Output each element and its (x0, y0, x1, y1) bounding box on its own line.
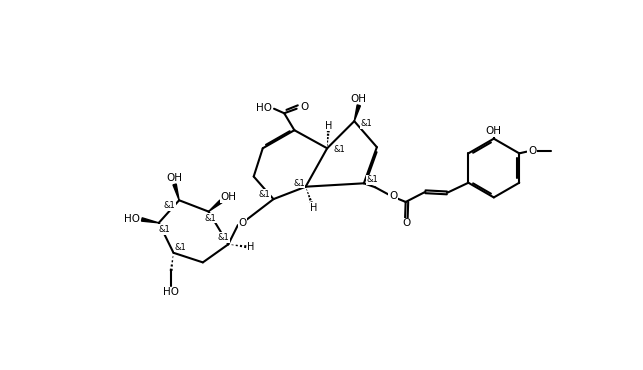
Text: &1: &1 (218, 233, 230, 242)
Text: O: O (239, 218, 246, 228)
Text: OH: OH (167, 173, 183, 183)
Text: O: O (389, 191, 397, 201)
Text: HO: HO (123, 215, 140, 225)
Polygon shape (173, 184, 179, 200)
Text: O: O (528, 146, 536, 156)
Text: &1: &1 (174, 243, 186, 252)
Text: H: H (247, 242, 255, 252)
Text: &1: &1 (334, 145, 345, 154)
Text: OH: OH (486, 126, 502, 136)
Text: &1: &1 (205, 214, 217, 223)
Text: H: H (325, 121, 332, 131)
Text: &1: &1 (159, 225, 170, 234)
Text: &1: &1 (163, 201, 175, 211)
Text: OH: OH (221, 192, 236, 202)
Text: HO: HO (163, 287, 179, 297)
Text: &1: &1 (367, 175, 378, 184)
Text: &1: &1 (361, 120, 372, 128)
Text: OH: OH (351, 94, 367, 104)
Text: HO: HO (256, 102, 272, 112)
Polygon shape (208, 200, 222, 212)
Polygon shape (354, 105, 361, 121)
Text: O: O (300, 102, 309, 112)
Polygon shape (141, 218, 159, 223)
Text: &1: &1 (258, 190, 270, 199)
Text: O: O (403, 218, 411, 228)
Text: H: H (311, 203, 318, 213)
Text: &1: &1 (293, 179, 305, 188)
